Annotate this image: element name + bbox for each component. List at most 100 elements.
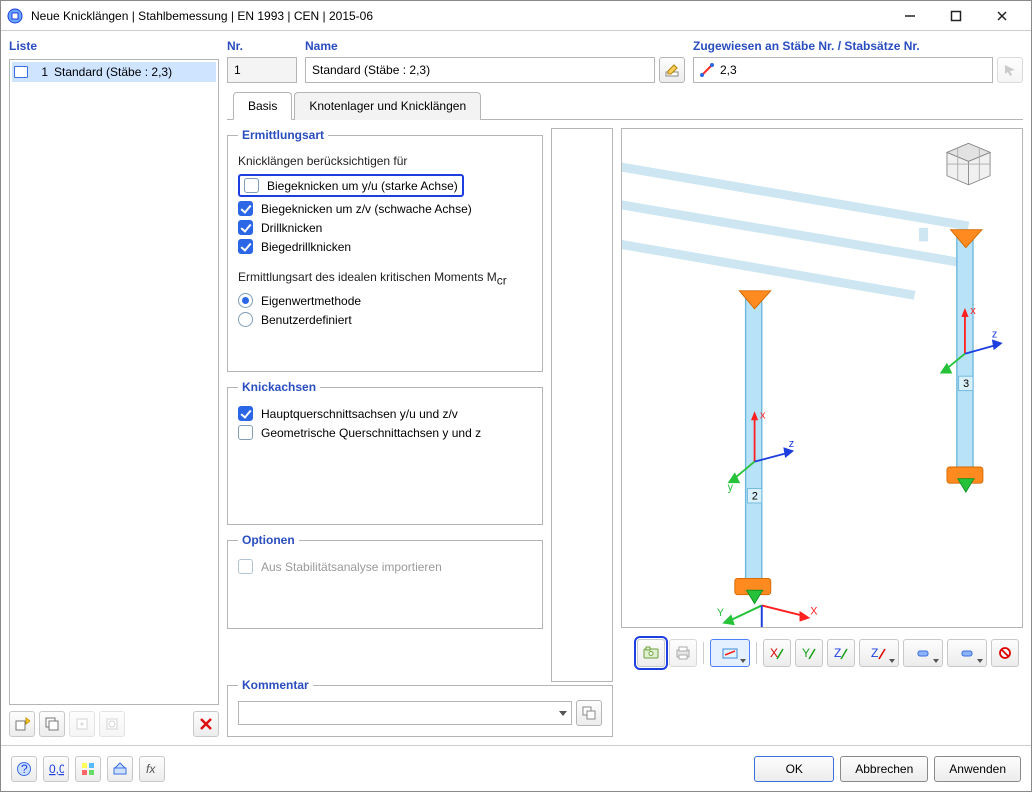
dialog-window: Neue Knicklängen | Stahlbemessung | EN 1… [0,0,1032,792]
fx-button[interactable]: fx [139,756,165,782]
preview-toolbar: X Y Z Z [621,636,1023,670]
chk-import-stability [238,559,253,574]
svg-text:3: 3 [963,378,969,390]
preview-svg: x z y x z [622,129,1022,627]
view-x-button[interactable]: X [763,639,791,667]
cancel-button[interactable]: Abbrechen [840,756,928,782]
svg-text:2: 2 [752,490,758,502]
chk-biegeknicken-zv[interactable] [238,201,253,216]
new-from-button[interactable] [9,711,35,737]
svg-text:fx: fx [146,762,156,776]
ok-button[interactable]: OK [754,756,834,782]
ermittlungsart-fieldset: Ermittlungsart Knicklängen berücksichtig… [227,128,543,372]
chk-biegeknicken-yu-label: Biegeknicken um y/u (starke Achse) [267,179,458,193]
list-box[interactable]: 1 Standard (Stäbe : 2,3) [9,59,219,705]
member-icon [700,63,714,77]
chk-import-stability-label: Aus Stabilitätsanalyse importieren [261,560,442,574]
library-button [99,711,125,737]
list-toolbar [9,711,219,737]
display-mode-button[interactable] [903,639,943,667]
svg-text:X: X [810,605,817,617]
chk-biegeknicken-zv-label: Biegeknicken um z/v (schwache Achse) [261,202,472,216]
show-model-toggle[interactable] [710,639,750,667]
optionen-legend: Optionen [238,533,299,547]
reset-view-button[interactable] [991,639,1019,667]
preview-viewport[interactable]: x z y x z [621,128,1023,628]
titlebar: Neue Knicklängen | Stahlbemessung | EN 1… [1,1,1031,31]
knicklaengen-sub: Knicklängen berücksichtigen für [238,154,532,168]
svg-text:x: x [760,409,766,421]
rdo-eigenwert-label: Eigenwertmethode [261,294,361,308]
chk-biegedrillknicken-label: Biegedrillknicken [261,240,351,254]
mcr-sub: Ermittlungsart des idealen kritischen Mo… [238,270,532,287]
tab-basis[interactable]: Basis [233,92,292,120]
kommentar-fieldset: Kommentar [227,678,613,737]
header-row: Nr. 1 Name Standard (Stäbe : 2,3) Zugewi… [227,39,1023,83]
svg-text:0,00: 0,00 [49,762,64,776]
tab-bar: Basis Knotenlager und Knicklängen [227,91,1023,120]
chk-drillknicken-label: Drillknicken [261,221,322,235]
include-button [69,711,95,737]
color-button[interactable] [75,756,101,782]
units-button[interactable]: 0,00 [43,756,69,782]
view-iso-button[interactable]: Z [859,639,899,667]
maximize-button[interactable] [933,2,979,30]
list-panel: Liste 1 Standard (Stäbe : 2,3) [9,39,219,737]
ermittlungsart-legend: Ermittlungsart [238,128,328,142]
chk-biegedrillknicken[interactable] [238,239,253,254]
window-title: Neue Knicklängen | Stahlbemessung | EN 1… [31,9,887,23]
rdo-user-label: Benutzerdefiniert [261,313,352,327]
list-item-num: 1 [34,65,48,79]
svg-text:Z: Z [871,646,878,660]
apply-button[interactable]: Anwenden [934,756,1021,782]
form-column: Ermittlungsart Knicklängen berücksichtig… [227,128,543,670]
svg-text:y: y [728,481,734,493]
close-button[interactable] [979,2,1025,30]
name-field[interactable]: Standard (Stäbe : 2,3) [305,57,655,83]
kommentar-edit-button[interactable] [576,700,602,726]
comment-row: Kommentar [227,678,613,737]
chk-drillknicken[interactable] [238,220,253,235]
chevron-down-icon [559,711,567,716]
svg-text:Z: Z [834,646,841,660]
knickachsen-legend: Knickachsen [238,380,320,394]
app-icon [7,8,23,24]
pick-members-button [997,57,1023,83]
name-label: Name [305,39,685,53]
kommentar-legend: Kommentar [238,678,313,692]
delete-button[interactable] [193,711,219,737]
svg-text:?: ? [21,762,28,776]
print-button[interactable] [669,639,697,667]
assign-field[interactable]: 2,3 [693,57,993,83]
capture-button[interactable] [637,639,665,667]
list-label: Liste [9,39,219,53]
list-item[interactable]: 1 Standard (Stäbe : 2,3) [12,62,216,82]
edit-name-button[interactable] [659,57,685,83]
highlight-frame: Biegeknicken um y/u (starke Achse) [238,174,464,197]
rdo-user[interactable] [238,312,253,327]
chk-geomachsen[interactable] [238,425,253,440]
view-y-button[interactable]: Y [795,639,823,667]
svg-text:Y: Y [717,607,724,619]
rdo-eigenwert[interactable] [238,293,253,308]
chk-hauptachsen[interactable] [238,406,253,421]
svg-text:z: z [789,438,794,450]
footer: ? 0,00 fx OK Abbrechen Anwenden [1,745,1031,791]
list-item-icon [14,66,28,78]
list-item-label: Standard (Stäbe : 2,3) [54,65,172,79]
view-settings-button[interactable] [107,756,133,782]
nr-field: 1 [227,57,297,83]
knickachsen-fieldset: Knickachsen Hauptquerschnittsachsen y/u … [227,380,543,525]
tab-supports[interactable]: Knotenlager und Knicklängen [294,92,481,120]
chk-biegeknicken-yu[interactable] [244,178,259,193]
kommentar-combo[interactable] [238,701,572,725]
minimize-button[interactable] [887,2,933,30]
display-mode-2-button[interactable] [947,639,987,667]
assign-label: Zugewiesen an Stäbe Nr. / Stabsätze Nr. [693,39,1023,53]
svg-text:z: z [992,329,997,341]
chk-geomachsen-label: Geometrische Querschnittachsen y und z [261,426,481,440]
view-z-button[interactable]: Z [827,639,855,667]
copy-button[interactable] [39,711,65,737]
chk-hauptachsen-label: Hauptquerschnittsachsen y/u und z/v [261,407,458,421]
help-button[interactable]: ? [11,756,37,782]
